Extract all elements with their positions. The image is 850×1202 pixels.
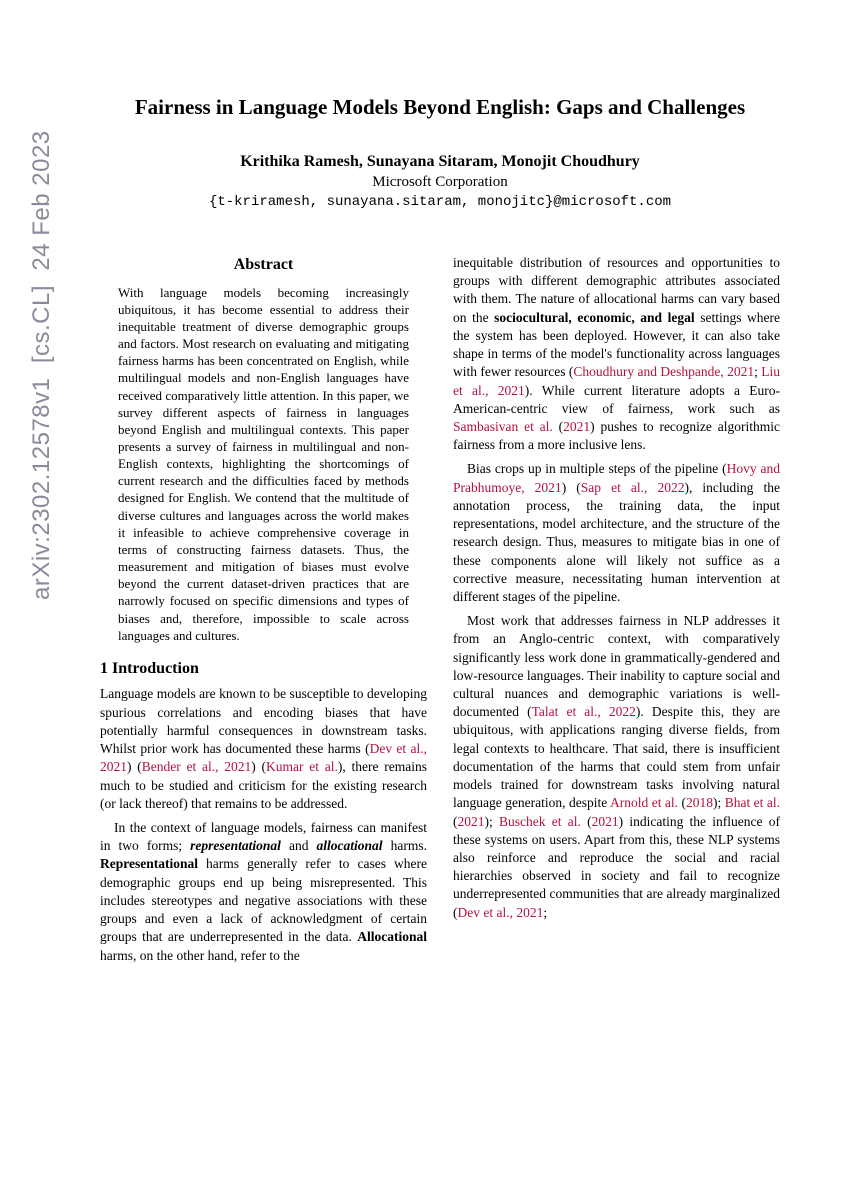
term-representational-2: Representational (100, 856, 198, 871)
text: ); (485, 814, 500, 829)
arxiv-category: [cs.CL] (28, 285, 55, 363)
arxiv-stamp: arXiv:2302.12578v1 [cs.CL] 24 Feb 2023 (28, 130, 56, 600)
right-p1: inequitable distribution of resources an… (453, 254, 780, 454)
section-1-heading: 1 Introduction (100, 658, 427, 680)
left-column: Abstract With language models becoming i… (100, 254, 427, 971)
two-column-body: Abstract With language models becoming i… (100, 254, 780, 971)
citation[interactable]: 2021 (458, 814, 485, 829)
citation[interactable]: Buschek et al. (499, 814, 581, 829)
citation[interactable]: Sap et al., 2022 (581, 480, 685, 495)
affiliation: Microsoft Corporation (100, 174, 780, 191)
emails: {t-kriramesh, sunayana.sitaram, monojitc… (100, 194, 780, 210)
term-allocational: allocational (317, 838, 383, 853)
term-sociocultural: sociocultural, economic, and legal (494, 310, 694, 325)
arxiv-date: 24 Feb 2023 (28, 130, 55, 270)
citation[interactable]: 2021 (592, 814, 619, 829)
citation[interactable]: Kumar et al. (266, 759, 338, 774)
citation[interactable]: 2018 (686, 795, 713, 810)
text: ), including the annotation process, the… (453, 480, 780, 604)
text: ( (553, 419, 563, 434)
text: ) ( (562, 480, 581, 495)
text: ; (543, 905, 547, 920)
citation[interactable]: Dev et al., 2021 (458, 905, 544, 920)
abstract-body: With language models becoming increasing… (100, 284, 427, 644)
authors: Krithika Ramesh, Sunayana Sitaram, Monoj… (100, 153, 780, 171)
abstract-heading: Abstract (100, 254, 427, 276)
citation[interactable]: Arnold et al. (610, 795, 678, 810)
text: ); (713, 795, 725, 810)
text: ( (581, 814, 592, 829)
text: Bias crops up in multiple steps of the p… (467, 461, 727, 476)
citation[interactable]: Sambasivan et al. (453, 419, 553, 434)
text: harms. (383, 838, 427, 853)
right-p3: Most work that addresses fairness in NLP… (453, 612, 780, 922)
citation[interactable]: Choudhury and Deshpande, 2021 (573, 364, 754, 379)
right-column: inequitable distribution of resources an… (453, 254, 780, 971)
text: ( (678, 795, 686, 810)
text: and (281, 838, 317, 853)
citation[interactable]: 2021 (563, 419, 590, 434)
citation[interactable]: Talat et al., 2022 (532, 704, 636, 719)
paper-page: Fairness in Language Models Beyond Engli… (100, 95, 780, 971)
term-representational: representational (190, 838, 281, 853)
citation[interactable]: Bhat et al. (725, 795, 780, 810)
text: harms, on the other hand, refer to the (100, 948, 300, 963)
text: ) ( (127, 759, 142, 774)
citation[interactable]: Bender et al., 2021 (142, 759, 252, 774)
arxiv-id: arXiv:2302.12578v1 (28, 378, 55, 601)
intro-p2: In the context of language models, fairn… (100, 819, 427, 965)
term-allocational-2: Allocational (357, 929, 427, 944)
text: ) ( (251, 759, 266, 774)
paper-title: Fairness in Language Models Beyond Engli… (100, 95, 780, 120)
intro-p1: Language models are known to be suscepti… (100, 685, 427, 813)
right-p2: Bias crops up in multiple steps of the p… (453, 460, 780, 606)
